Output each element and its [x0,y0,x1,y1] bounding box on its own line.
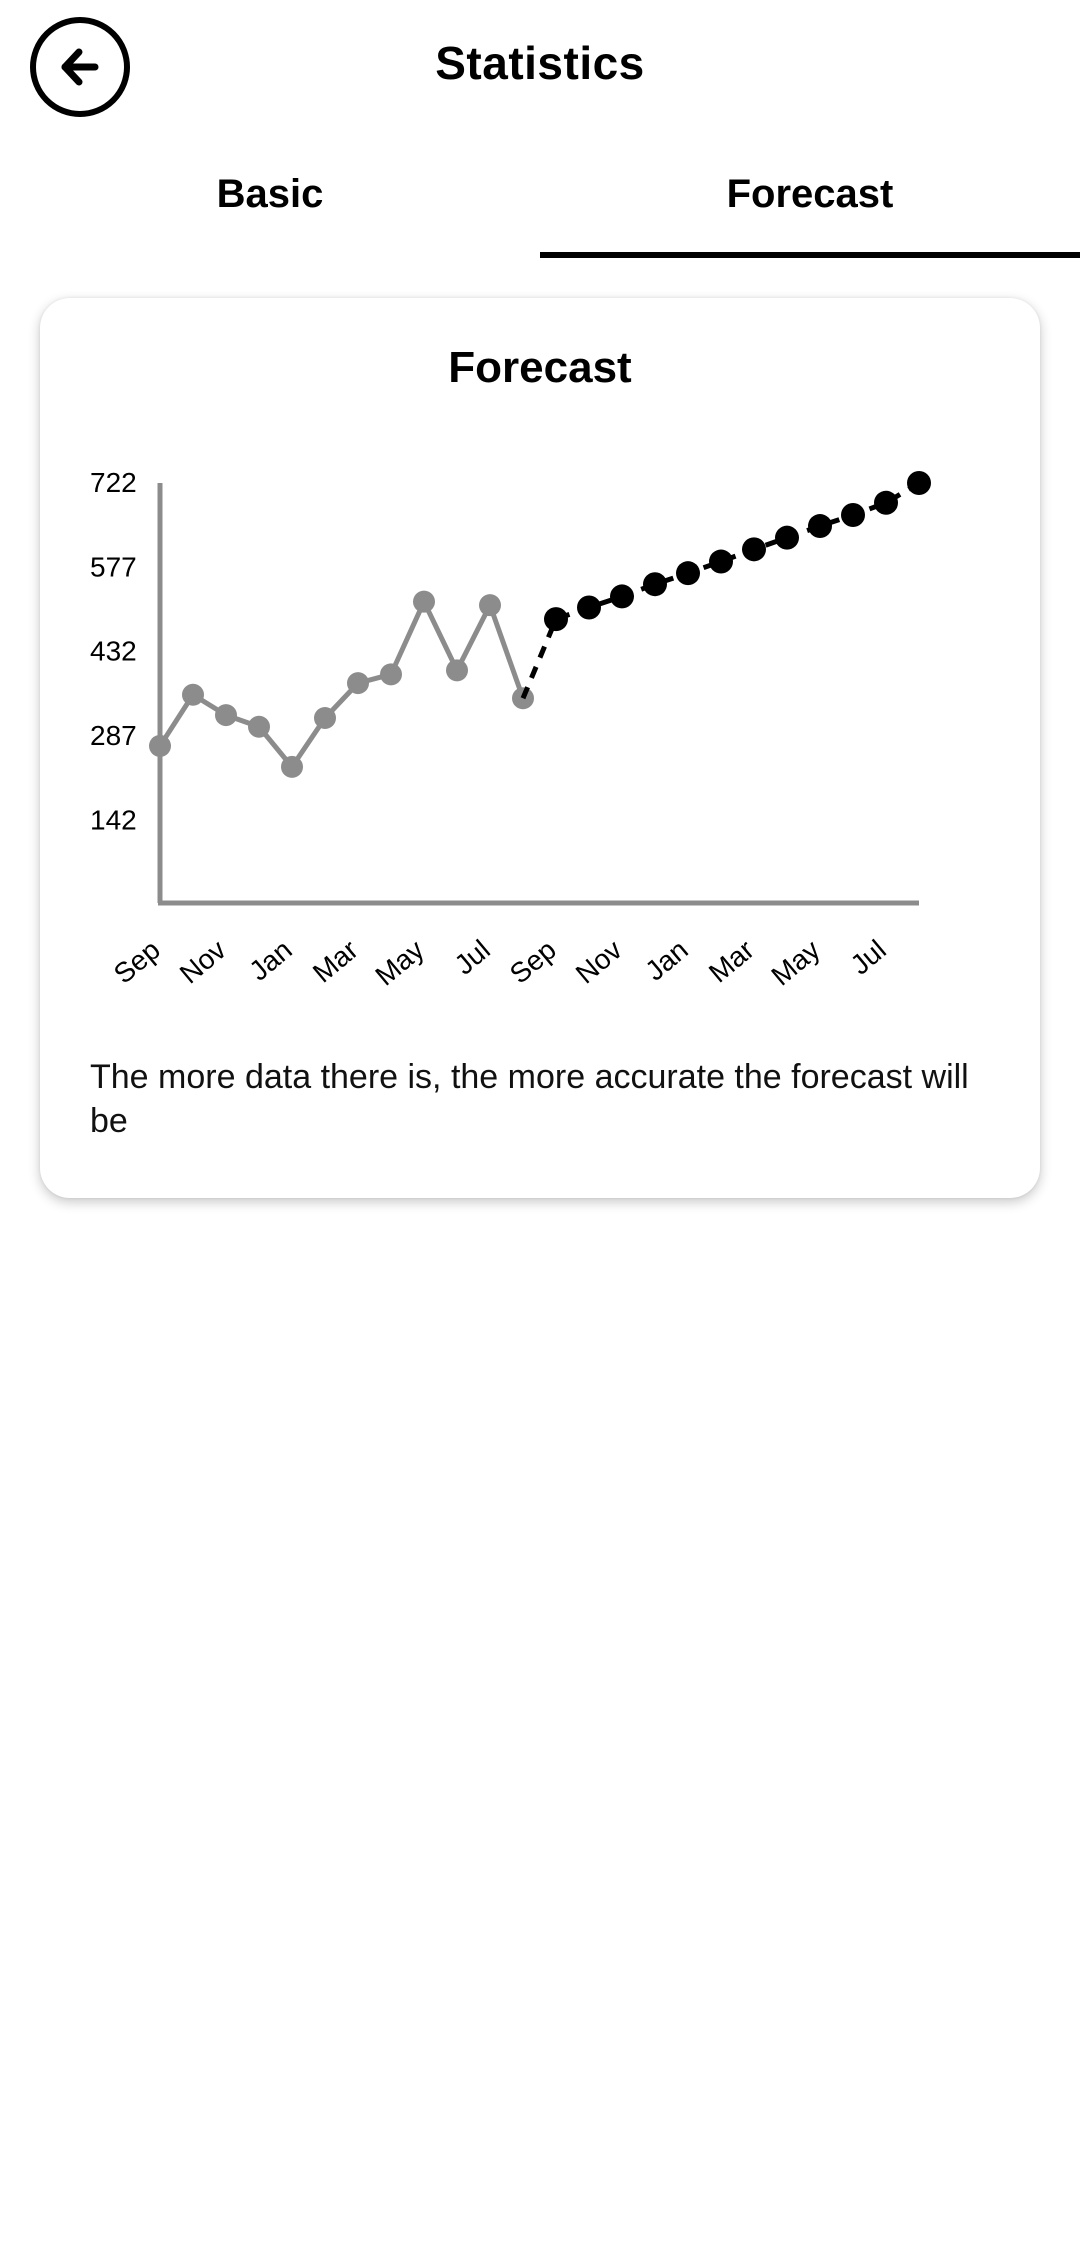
x-tick-label: Mar [703,934,760,989]
actual-data-point [413,590,435,613]
y-tick-label: 722 [90,467,137,498]
actual-data-point [446,659,468,682]
actual-data-point [347,672,369,695]
card-title: Forecast [448,343,632,392]
back-button[interactable] [30,17,130,117]
page-title: Statistics [435,37,645,89]
forecast-data-point [841,502,865,527]
forecast-data-point [544,607,568,632]
x-tick-label: Nov [174,934,232,990]
x-tick-label: Jan [639,934,694,987]
actual-data-point [479,594,501,617]
actual-data-point [182,683,204,706]
x-tick-label: May [765,934,825,992]
x-tick-label: Jul [845,934,892,981]
app-header: Statistics [0,0,1080,135]
forecast-data-point [775,525,799,550]
tab-forecast[interactable]: Forecast [726,172,894,216]
forecast-data-point [742,537,766,562]
arrow-left-icon [61,48,99,86]
y-tick-label: 142 [90,804,137,835]
forecast-data-point [808,514,832,539]
forecast-data-point [577,595,601,620]
actual-data-point [314,707,336,730]
actual-data-point [512,687,534,710]
forecast-data-point [907,471,931,495]
forecast-data-point [610,584,634,609]
y-tick-label: 577 [90,551,137,582]
forecast-note: The more data there is, the more accurat… [90,1058,969,1140]
x-tick-label: Sep [108,934,166,990]
actual-data-point [380,663,402,686]
x-tick-label: Nov [570,934,628,990]
actual-data-point [215,704,237,727]
x-tick-label: Jan [243,934,298,987]
tab-basic[interactable]: Basic [216,172,324,216]
y-tick-label: 432 [90,636,137,667]
x-tick-label: Jul [449,934,496,981]
x-tick-label: Mar [307,934,364,989]
actual-data-point [149,734,171,757]
tab-bar: Basic Forecast [0,145,1080,259]
actual-series-line [157,599,526,770]
forecast-data-point [676,561,700,586]
forecast-data-point [709,549,733,574]
actual-data-point [248,715,270,738]
forecast-data-point [874,490,898,515]
forecast-card: Forecast 142 287 432 577 722 Sep Nov Jan Mar May J… [40,298,1040,1198]
forecast-data-point [643,572,667,597]
x-tick-label: Sep [504,934,562,990]
y-tick-label: 287 [90,720,137,751]
actual-data-point [281,755,303,778]
active-tab-indicator [540,252,1080,258]
x-tick-label: May [369,934,429,992]
